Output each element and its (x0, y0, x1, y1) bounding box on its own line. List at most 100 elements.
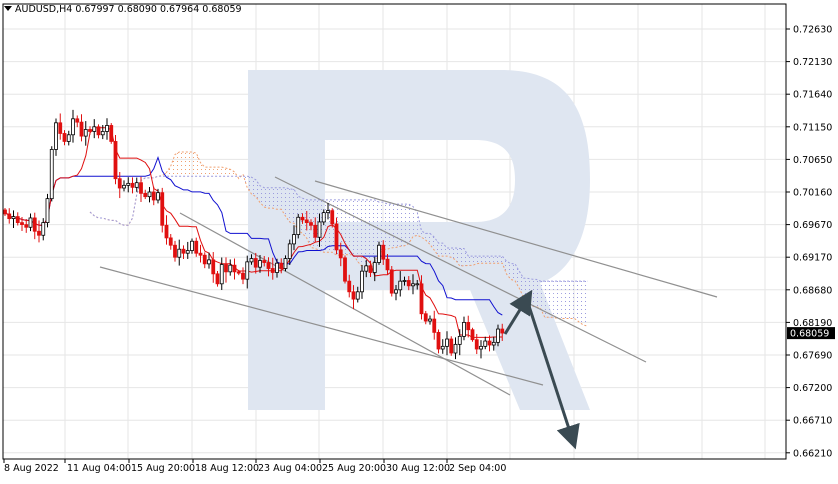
candlestick (38, 220, 41, 242)
cloud-segment (205, 167, 209, 176)
candle-body (123, 185, 126, 188)
cloud-segment (252, 177, 256, 196)
candlestick (80, 114, 83, 141)
candlestick (178, 240, 181, 266)
cloud-segment (511, 264, 515, 281)
cloud-segment (290, 189, 294, 223)
candlestick (114, 135, 117, 184)
candlestick (471, 328, 474, 342)
x-tick-label: 15 Aug 20:00 (131, 463, 195, 474)
candle-body (441, 346, 444, 349)
candle-body (174, 245, 177, 257)
candlestick (480, 340, 483, 358)
cloud-segment (209, 167, 213, 176)
candlestick (55, 118, 58, 155)
dropdown-triangle-icon[interactable] (4, 6, 12, 11)
high-value: 0.68090 (118, 4, 157, 15)
candle-body (429, 319, 432, 321)
candle-body (407, 280, 410, 285)
candle-body (480, 346, 483, 349)
candle-body (335, 224, 338, 250)
candlestick (67, 131, 70, 146)
candle-body (42, 223, 45, 236)
candlestick (29, 213, 32, 231)
cloud-segment (349, 200, 353, 255)
candle-body (199, 253, 202, 255)
x-tick-label: 30 Aug 12:00 (386, 463, 450, 474)
candle-body (467, 322, 470, 329)
candle-body (382, 245, 385, 259)
candlestick (8, 208, 11, 223)
cloud-segment (405, 204, 409, 246)
candlestick (220, 257, 223, 289)
candlestick (97, 124, 100, 138)
x-tick-label: 2 Sep 04:00 (449, 463, 506, 474)
candle-body (390, 270, 393, 293)
y-tick-label: 0.71150 (793, 122, 832, 133)
candle-body (301, 217, 304, 220)
candlestick (46, 194, 49, 228)
candle-body (378, 245, 381, 262)
x-tick-label: 23 Aug 04:00 (258, 463, 322, 474)
candle-body (369, 266, 372, 273)
candle-body (276, 263, 279, 272)
cloud-segment (575, 281, 579, 322)
candle-body (484, 341, 487, 346)
cloud-segment (230, 169, 234, 176)
candle-body (114, 141, 117, 178)
cloud-segment (184, 152, 188, 176)
y-tick-label: 0.67200 (793, 383, 832, 394)
candle-body (501, 329, 504, 333)
low-value: 0.67964 (160, 4, 199, 15)
cloud-segment (396, 204, 400, 247)
candlestick (212, 252, 215, 283)
cloud-segment (179, 152, 183, 176)
candle-body (118, 179, 121, 188)
candlestick (450, 336, 453, 356)
candle-body (110, 125, 113, 141)
candlestick (229, 259, 232, 275)
candle-body (297, 217, 300, 234)
candlestick (174, 241, 177, 262)
candle-body (403, 280, 406, 281)
candlestick (216, 271, 219, 287)
candlestick (76, 115, 79, 127)
candle-body (339, 250, 342, 258)
candle-body (263, 261, 266, 263)
candlestick (344, 255, 347, 283)
candle-body (12, 217, 15, 219)
candle-body (59, 123, 62, 134)
cloud-segment (264, 188, 268, 208)
candle-body (322, 213, 325, 222)
cloud-segment (558, 281, 562, 318)
y-tick-label: 0.71640 (793, 90, 832, 101)
candlestick (191, 238, 194, 253)
candle-body (21, 223, 24, 225)
candle-body (352, 292, 355, 299)
candle-body (165, 225, 168, 238)
candle-body (182, 249, 185, 253)
candle-body (497, 329, 500, 342)
candle-body (8, 214, 11, 219)
candlestick (186, 242, 189, 259)
y-tick-label: 0.70650 (793, 155, 832, 166)
cloud-segment (213, 167, 217, 176)
candle-body (424, 314, 427, 321)
candlestick (233, 258, 236, 279)
candlestick (458, 329, 461, 355)
y-tick-label: 0.69170 (793, 253, 832, 264)
candle-body (267, 263, 270, 269)
candlestick (59, 113, 62, 139)
candle-body (140, 183, 143, 194)
cloud-segment (481, 256, 485, 263)
candlestick (467, 316, 470, 338)
candle-body (106, 125, 109, 131)
candle-body (127, 183, 130, 185)
candle-body (433, 319, 436, 332)
candle-body (399, 281, 402, 290)
candlestick (140, 177, 143, 202)
cloud-segment (324, 200, 328, 252)
candle-body (33, 218, 36, 231)
